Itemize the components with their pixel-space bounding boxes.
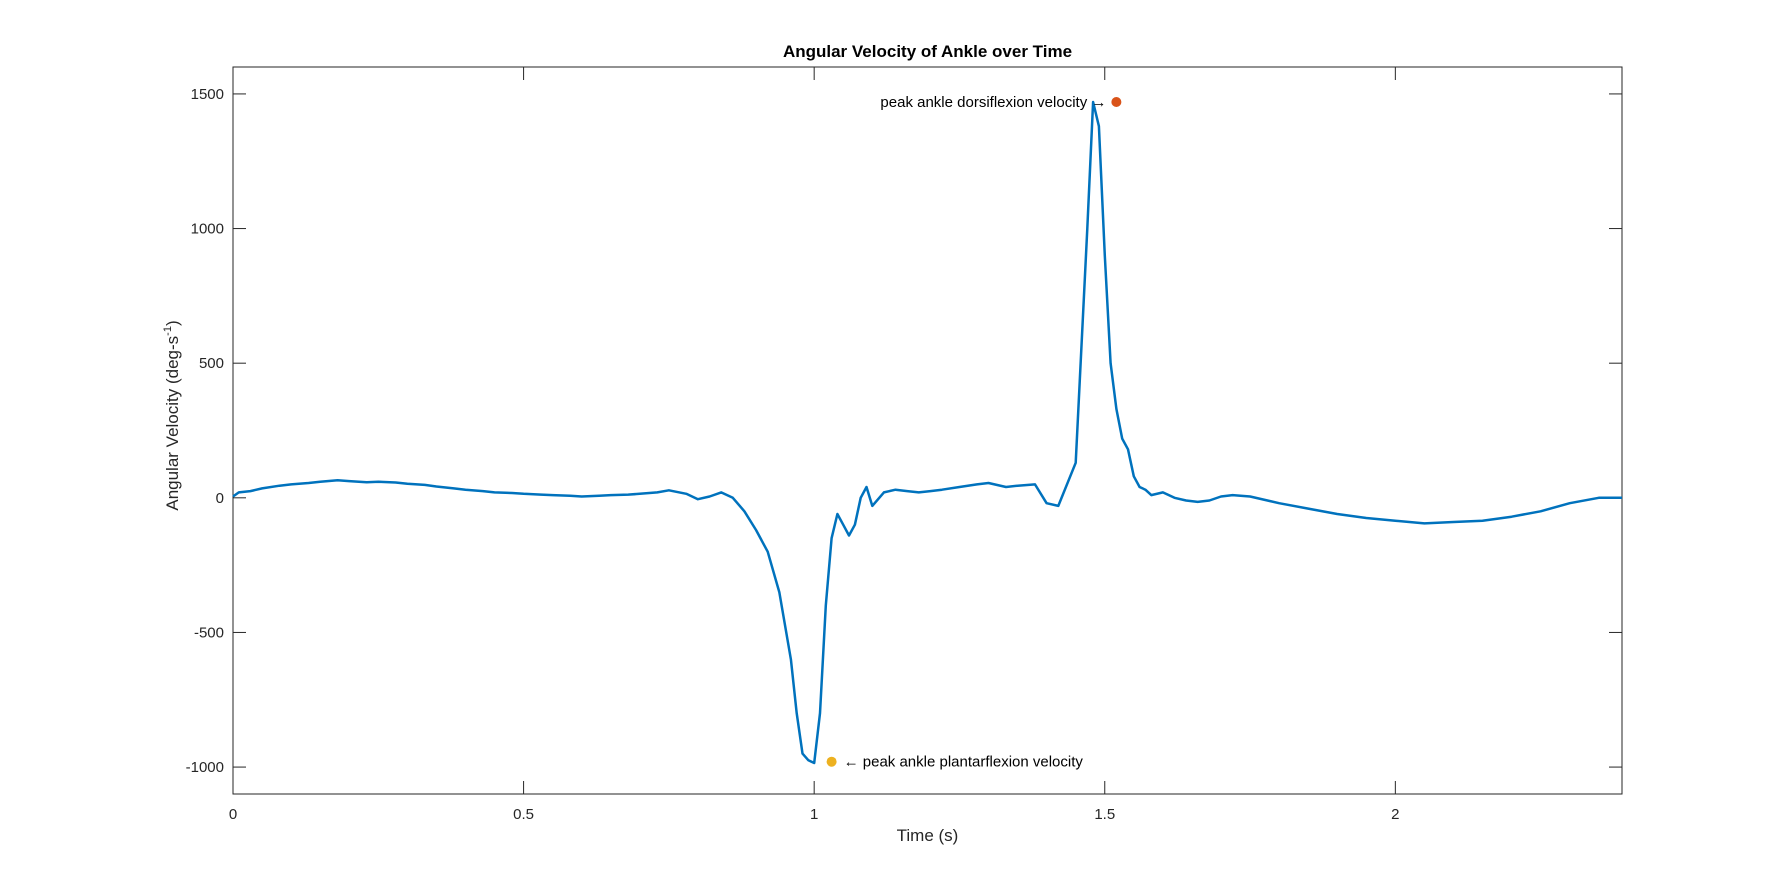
chart-title: Angular Velocity of Ankle over Time — [783, 42, 1072, 61]
x-tick-label: 0 — [229, 806, 237, 823]
plot-area — [232, 66, 1623, 795]
y-axis-label: Angular Velocity (deg-s-1) — [162, 320, 182, 510]
series-line — [232, 100, 1622, 765]
x-tick-label: 1.5 — [1094, 806, 1115, 823]
y-axis-label-main: Angular Velocity (deg-s — [163, 336, 182, 511]
peak-marker — [1111, 97, 1122, 108]
x-tick-label: 2 — [1391, 806, 1399, 823]
peak-markers: peak ankle dorsiflexion velocity → ← peak… — [826, 94, 1122, 771]
y-tick-label: -1000 — [186, 759, 224, 776]
y-tick-label: 1500 — [191, 86, 224, 103]
peak-marker — [826, 756, 837, 767]
peak-annotation: ← peak ankle plantarflexion velocity — [844, 754, 1084, 771]
y-tick-label: 1000 — [191, 221, 224, 238]
x-tick-label: 0.5 — [513, 806, 534, 823]
y-axis-label-superscript: -1 — [162, 326, 174, 336]
peak-annotation: peak ankle dorsiflexion velocity → — [880, 94, 1106, 111]
y-tick-label: 0 — [216, 490, 224, 507]
x-axis-label: Time (s) — [897, 826, 959, 845]
x-tick-label: 1 — [810, 806, 818, 823]
tick-marks — [232, 67, 1622, 794]
y-tick-label: -500 — [194, 624, 224, 641]
tick-labels: 0 0.5 1 1.5 2 -1000 -500 0 500 1000 1500 — [186, 86, 1400, 823]
y-tick-label: 500 — [199, 355, 224, 372]
y-axis-label-suffix: ) — [163, 320, 182, 326]
